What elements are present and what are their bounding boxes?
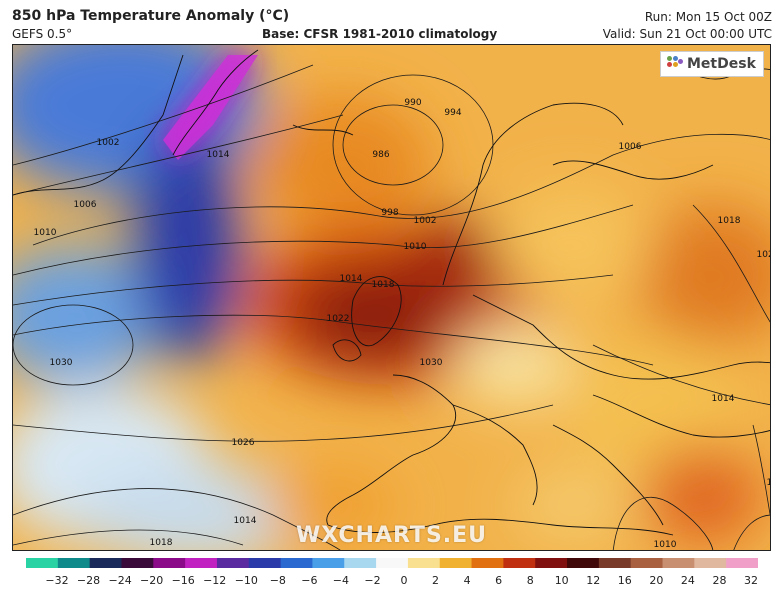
colorbar-tick-label: 16: [617, 574, 632, 587]
colorbar-ticks: −32 −28 −24 −20 −16 −12 −10 −8 −6 −4 −2 0 2 4 6 8 10 12 16…: [0, 574, 784, 590]
metdesk-logo: MetDesk: [660, 51, 764, 77]
colorbar-cell: [598, 558, 632, 568]
isobar-label: 994: [444, 108, 461, 118]
colorbar-tick-label: −12: [203, 574, 227, 587]
metdesk-dots-icon: [667, 56, 683, 72]
colorbar-cell: [471, 558, 504, 568]
colorbar-tick-label: 2: [432, 574, 439, 587]
isobar-label: 1030: [420, 358, 443, 368]
valid-time: Valid: Sun 21 Oct 00:00 UTC: [602, 27, 772, 41]
colorbar-cell: [216, 558, 250, 568]
colorbar-cell: [280, 558, 313, 568]
colorbar-cell: [185, 558, 218, 568]
colorbar-tick-label: −24: [108, 574, 132, 587]
colorbar-cell: [439, 558, 473, 568]
colorbar-cell: [535, 558, 568, 568]
run-time: Run: Mon 15 Oct 00Z: [644, 10, 772, 24]
map-panel: 1002 1006 1010 1014 990 994 986 998 1002 1006 1010…: [12, 44, 771, 551]
isobar-label: 1002: [414, 216, 437, 226]
colorbar-tick-label: 0: [400, 574, 408, 587]
isobar-label: 1030: [50, 358, 73, 368]
colorbar-tick-label: −32: [45, 574, 69, 587]
isobar-label: 1022: [757, 250, 771, 260]
colorbar-tick-label: 4: [463, 574, 471, 587]
metdesk-logo-text: MetDesk: [687, 56, 756, 72]
isobar-label: 1018: [372, 280, 395, 290]
climatology-label: Base: CFSR 1981-2010 climatology: [262, 27, 498, 41]
isobar-label: 1014: [234, 516, 257, 526]
colorbar-tick-label: 8: [526, 574, 534, 587]
colorbar-tick-label: −4: [332, 574, 349, 587]
isobar-label: 1026: [232, 438, 255, 448]
anomaly-blobs: [13, 45, 770, 550]
colorbar-tick-label: 12: [586, 574, 601, 587]
isobar-label: 1014: [207, 150, 230, 160]
isobar-label: 1014: [340, 274, 363, 284]
isobar-label: 1018: [150, 538, 173, 548]
isobar-label: 1006: [74, 200, 97, 210]
colorbar-cell: [121, 558, 154, 568]
isobar-label-layer: 1002 1006 1010 1014 990 994 986 998 1002 1006 1010…: [34, 98, 771, 550]
colorbar-cell: [57, 558, 91, 568]
colorbar-tick-label: 20: [649, 574, 664, 587]
isobar-label: 1006: [619, 142, 642, 152]
colorbar-tick-label: −16: [171, 574, 195, 587]
colorbar-cell: [630, 558, 664, 568]
colorbar-cell: [344, 558, 377, 568]
isobar-label: 1002: [97, 138, 120, 148]
colorbar-cell: [153, 558, 186, 568]
colorbar-tick-label: −20: [139, 574, 164, 587]
isobars: [13, 64, 770, 550]
isobar-label: 986: [372, 150, 389, 160]
isobar-label: 1010: [404, 242, 427, 252]
colorbar-cell: [407, 558, 441, 568]
colorbar: [26, 558, 758, 568]
colorbar-cell: [248, 558, 282, 568]
anomaly-map: 1002 1006 1010 1014 990 994 986 998 1002 1006 1010…: [13, 45, 771, 550]
colorbar-cell: [376, 558, 409, 568]
colorbar-tick-label: 32: [744, 574, 758, 587]
isobar-label: 1010: [654, 540, 677, 550]
isobar-label: 1014: [712, 394, 735, 404]
colorbar-cell: [662, 558, 695, 568]
colorbar-tick-label: −28: [76, 574, 101, 587]
colorbar-tick-label: −2: [364, 574, 381, 587]
colorbar-tick-label: 6: [495, 574, 503, 587]
colorbar-cell: [567, 558, 600, 568]
colorbar-tick-label: −6: [301, 574, 318, 587]
isobar-label: 990: [404, 98, 421, 108]
isobar-label: 1018: [718, 216, 741, 226]
isobar-label: 1010: [767, 478, 771, 488]
isobar-label: 1022: [327, 314, 350, 324]
isobar-label: 1010: [34, 228, 57, 238]
colorbar-cell: [503, 558, 536, 568]
wxcharts-watermark: WXCHARTS.EU: [295, 523, 488, 548]
colorbar-cell: [694, 558, 727, 568]
colorbar-cell: [726, 558, 758, 568]
colorbar-cell: [312, 558, 345, 568]
colorbar-cell: [89, 558, 122, 568]
colorbar-cell: [26, 558, 59, 568]
colorbar-tick-label: 10: [554, 574, 569, 587]
chart-title: 850 hPa Temperature Anomaly (°C): [12, 8, 290, 24]
colorbar-tick-label: 28: [712, 574, 727, 587]
colorbar-tick-label: −10: [234, 574, 258, 587]
colorbar-tick-label: 24: [680, 574, 695, 587]
colorbar-tick-label: −8: [269, 574, 286, 587]
isobar-label: 998: [381, 208, 398, 218]
model-label: GEFS 0.5°: [12, 27, 73, 41]
